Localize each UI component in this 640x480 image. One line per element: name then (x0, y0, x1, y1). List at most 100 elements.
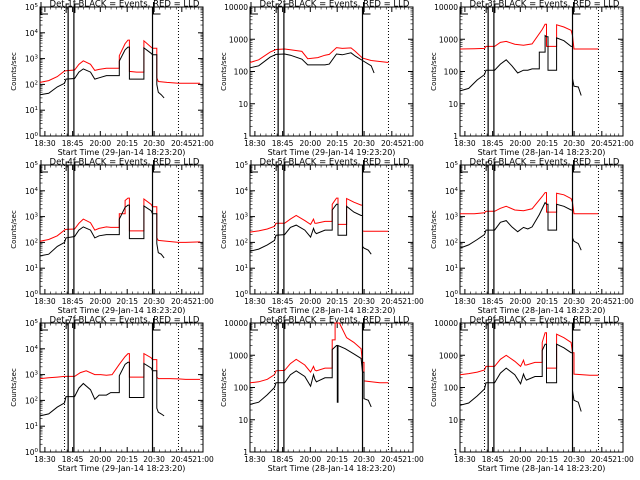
panel-title: Det 4f BLACK = Events, RED = LLD (50, 158, 200, 168)
y-tick-label: 104 (25, 187, 39, 196)
bracket-mark (284, 3, 289, 13)
x-tick-label: 20:00 (89, 297, 111, 306)
x-tick-label: 20:45 (591, 297, 613, 306)
series-lld (459, 332, 599, 376)
x-tick-label: 21:00 (612, 297, 634, 306)
x-tick-label: 20:00 (509, 297, 531, 306)
x-tick-label: 18:45 (62, 455, 84, 464)
y-axis-label: Counts/sec (10, 368, 18, 407)
y-tick-label: 101 (235, 264, 248, 273)
bracket-mark (275, 319, 280, 329)
panel-det-3: 1 10 100 1000 10000 18:30 18:45 20:00 20:15 20:30… (430, 0, 634, 157)
y-tick-label: 100 (25, 132, 39, 141)
x-tick-label: 20:00 (299, 139, 321, 148)
x-tick-label: 20:15 (116, 297, 138, 306)
y-tick-label: 105 (445, 161, 459, 170)
x-axis-label: Start Time (29-Jan-14 18:23:20) (58, 306, 186, 315)
bracket-mark (250, 2, 258, 15)
y-axis-label: Counts/sec (430, 368, 438, 407)
y-tick-label: 101 (25, 422, 38, 431)
x-tick-label: 20:30 (353, 139, 375, 148)
y-tick-label: 105 (25, 161, 39, 170)
panel-title: Det 1f BLACK = Events, RED = LLD (50, 0, 200, 10)
x-tick-label: 20:45 (171, 139, 193, 148)
x-axis-label: Start Time (29-Jan-14 18:23:20) (58, 148, 186, 157)
y-tick-label: 102 (235, 238, 248, 247)
bracket-mark (460, 160, 468, 173)
y-tick-label: 100 (445, 290, 459, 299)
y-axis-label: Counts/sec (10, 210, 18, 249)
y-tick-label: 101 (25, 106, 38, 115)
x-axis-label: Start Time (28-Jan-14 18:23:20) (268, 306, 396, 315)
bracket-mark (494, 161, 499, 171)
bracket-mark (275, 161, 280, 171)
x-tick-label: 20:30 (143, 139, 165, 148)
x-tick-label: 18:30 (34, 297, 56, 306)
bracket-mark (74, 3, 79, 13)
y-tick-label: 103 (25, 213, 39, 222)
panel-det-2: 1 10 100 1000 10000 18:30 18:45 20:00 20:15 20:30… (220, 0, 424, 157)
plot-frame (459, 164, 624, 295)
y-tick-label: 105 (25, 319, 39, 328)
y-axis-label: Counts/sec (220, 52, 228, 91)
x-tick-label: 21:00 (402, 139, 424, 148)
x-tick-label: 20:30 (563, 455, 585, 464)
plot-frame (39, 164, 204, 295)
panel-det-8: 1 10 100 1000 10000 18:30 18:45 20:00 20:15 20:30… (220, 316, 424, 474)
bracket-mark (485, 319, 490, 329)
panel-det-4: 100 101 102 103 104 105 18:30 18:45 20:00 20:15 20… (10, 158, 214, 316)
y-tick-label: 100 (25, 448, 39, 457)
x-tick-label: 20:45 (171, 455, 193, 464)
bracket-mark (460, 318, 468, 331)
x-axis-label: Start Time (29-Jan-14 19:23:20) (268, 148, 396, 157)
series-events (459, 201, 582, 251)
series-events (249, 344, 372, 408)
y-tick-label: 103 (25, 371, 39, 380)
y-tick-label: 101 (445, 264, 458, 273)
bracket-mark (485, 161, 490, 171)
bracket-mark (494, 3, 499, 13)
y-axis-label: Counts/sec (10, 52, 18, 91)
x-tick-label: 20:45 (381, 139, 403, 148)
bracket-mark (460, 2, 468, 15)
series-lld (39, 39, 201, 84)
panel-title: Det 2f BLACK = Events, RED = LLD (260, 0, 410, 10)
y-tick-label: 102 (445, 238, 458, 247)
y-tick-label: 100 (234, 384, 249, 393)
bracket-mark (363, 318, 371, 331)
x-tick-label: 18:45 (482, 139, 504, 148)
x-tick-label: 20:15 (536, 139, 558, 148)
plot-frame (39, 6, 204, 137)
panel-det-7: 100 101 102 103 104 105 18:30 18:45 20:00 20:15 20… (10, 316, 214, 474)
x-tick-label: 20:45 (171, 297, 193, 306)
bracket-mark (494, 319, 499, 329)
y-tick-label: 10000 (224, 3, 248, 12)
bracket-mark (284, 319, 289, 329)
x-tick-label: 18:45 (272, 139, 294, 148)
x-tick-label: 18:45 (482, 455, 504, 464)
x-tick-label: 18:30 (244, 139, 266, 148)
bracket-mark (573, 2, 581, 15)
y-tick-label: 1 (243, 448, 248, 457)
y-axis-label: Counts/sec (220, 210, 228, 249)
x-tick-label: 20:30 (353, 297, 375, 306)
bracket-mark (573, 160, 581, 173)
y-tick-label: 100 (25, 290, 39, 299)
x-axis-label: Start Time (28-Jan-14 18:23:20) (478, 464, 606, 473)
bracket-mark (74, 319, 79, 329)
bracket-mark (153, 318, 161, 331)
y-tick-label: 10 (448, 100, 458, 109)
bracket-mark (573, 318, 581, 331)
x-tick-label: 20:30 (563, 297, 585, 306)
y-tick-label: 1000 (229, 351, 248, 360)
series-events (459, 34, 582, 96)
y-tick-label: 100 (234, 68, 249, 77)
x-tick-label: 18:45 (62, 297, 84, 306)
bracket-mark (153, 2, 161, 15)
x-tick-label: 20:00 (89, 455, 111, 464)
x-tick-label: 18:30 (34, 455, 56, 464)
bracket-mark (65, 161, 70, 171)
x-tick-label: 20:00 (299, 455, 321, 464)
y-tick-label: 105 (25, 3, 39, 12)
x-tick-label: 20:15 (536, 455, 558, 464)
